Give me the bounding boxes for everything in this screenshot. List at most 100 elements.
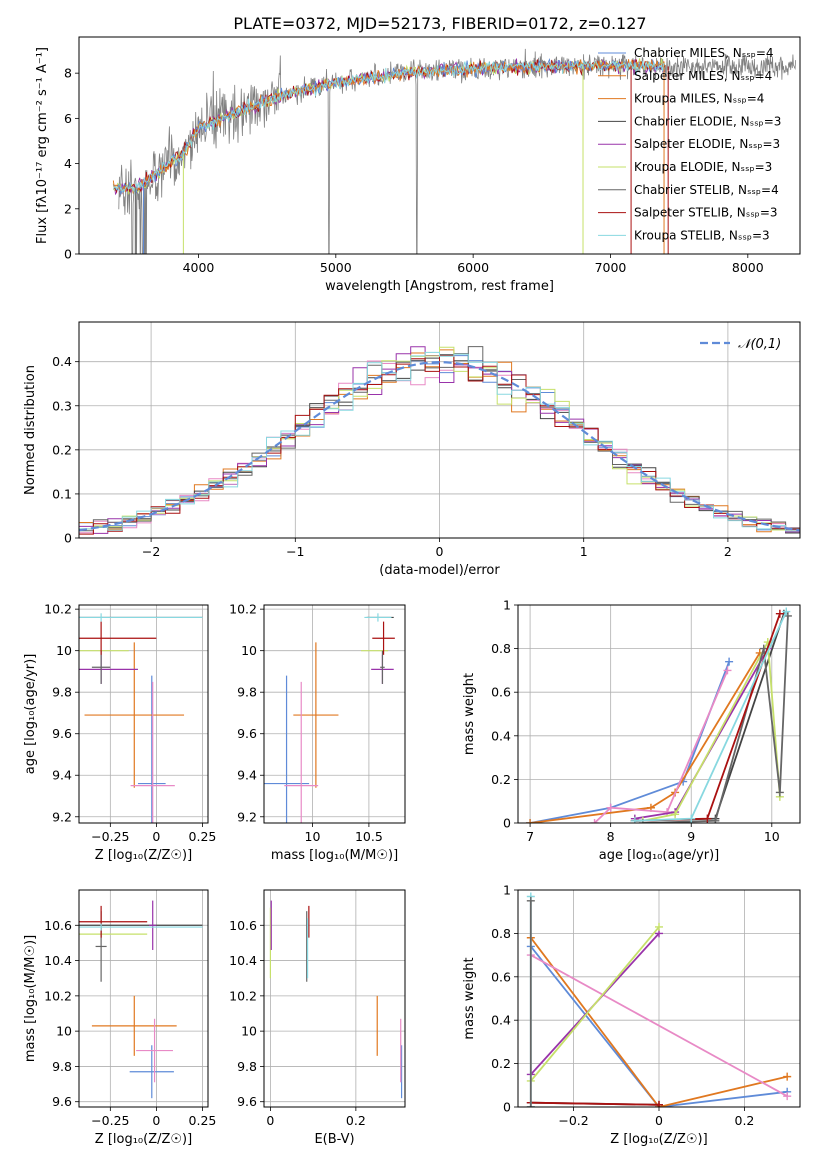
series-line: [530, 945, 788, 1107]
age_vs_Z-ylabel: age [log₁₀(age/yr)]: [23, 654, 38, 775]
y-tick-label: 0.1: [52, 486, 72, 501]
legend-entry: Chabrier STELIB, Nₛₛₚ=4: [634, 183, 779, 197]
series-marker: [711, 816, 720, 823]
series-line: [642, 638, 781, 822]
series-marker: [526, 1103, 535, 1107]
errorbar-point: [136, 1018, 173, 1083]
y-tick-label: 0: [503, 816, 511, 831]
series-line: [530, 1101, 660, 1106]
spectrum-plot-area: [112, 48, 796, 254]
x-tick-label: 1: [580, 544, 588, 559]
y-tick-label: 6: [64, 111, 72, 126]
y-tick-label: 9.6: [52, 1094, 72, 1109]
y-tick-label: 10.2: [44, 988, 72, 1003]
y-tick-label: 0.2: [52, 442, 72, 457]
series-line: [529, 652, 761, 823]
x-tick-label: 0: [655, 1113, 663, 1128]
y-tick-label: 9.6: [237, 726, 257, 741]
series-marker: [775, 609, 784, 618]
spectrum-ylabel: Flux [fλ10⁻¹⁷ erg cm⁻² s⁻¹ A⁻¹]: [35, 47, 50, 244]
errorbar-point: [372, 621, 395, 655]
x-tick-label: 10: [305, 829, 321, 844]
errorbar-point: [91, 650, 111, 684]
residuals-plot-area: [79, 346, 800, 535]
massweight_vs_age-plot-area: [526, 607, 792, 823]
y-tick-label: 4: [64, 156, 72, 171]
y-tick-label: 10: [56, 1024, 72, 1039]
y-tick-label: 10.6: [229, 918, 257, 933]
massweight_vs_age-xlabel: age [log₁₀(age/yr)]: [599, 848, 720, 863]
mass_vs_EBV-axes: 0 0.2 9.6 9.8 10 10.2 10.4 10.6 E(B-V): [229, 889, 406, 1147]
y-tick-label: 10: [241, 1024, 257, 1039]
x-tick-label: 2: [724, 544, 732, 559]
x-tick-label: 0.2: [346, 1113, 366, 1128]
massweight_vs_age-ylabel: mass weight: [462, 673, 477, 755]
mass_vs_EBV-ticks: 0 0.2 9.6 9.8 10 10.2 10.4 10.6: [229, 918, 366, 1128]
series-marker: [590, 819, 599, 823]
y-tick-label: 2: [64, 201, 72, 216]
residual-histogram: [79, 355, 800, 535]
y-tick-label: 1: [503, 883, 511, 898]
mass_vs_Z-frame: [78, 889, 209, 1108]
residuals-axes: −2 −1 0 1 2 0 0.1 0.2 0.3 0.4 (data-model)/error No…: [23, 321, 801, 578]
y-tick-label: 1: [503, 598, 511, 613]
series-marker: [526, 819, 535, 823]
legend-entry: Salpeter ELODIE, Nₛₛₚ=3: [634, 137, 780, 151]
legend-entry: Salpeter STELIB, Nₛₛₚ=3: [634, 206, 778, 220]
y-tick-label: 9.6: [237, 1094, 257, 1109]
y-tick-label: 10.4: [44, 953, 72, 968]
series-line: [634, 611, 788, 822]
x-tick-label: 0: [152, 829, 160, 844]
age_vs_Z-plot-area: [79, 613, 203, 823]
series-line: [593, 670, 729, 823]
x-tick-label: 5000: [320, 260, 352, 275]
x-tick-label: 9: [687, 829, 695, 844]
massweight_vs_Z-grid: [518, 889, 800, 1108]
massweight_vs_Z-ylabel: mass weight: [462, 957, 477, 1039]
y-tick-label: 0: [503, 1100, 511, 1115]
residuals-legend: 𝒩(0,1): [700, 337, 781, 352]
errorbar-point: [380, 650, 385, 684]
age_vs_Z-ticks: −0.25 0 0.25 9.2 9.4 9.6 9.8 10 10.2: [44, 602, 216, 844]
x-tick-label: 8: [607, 829, 615, 844]
mass-weight-series: [638, 638, 784, 823]
series-marker: [759, 644, 768, 653]
massweight_vs_Z-frame: [517, 889, 801, 1108]
y-tick-label: 10.2: [229, 602, 257, 617]
x-tick-label: −0.25: [91, 1113, 129, 1128]
y-tick-label: 9.2: [237, 809, 257, 824]
observed-spectrum: [118, 48, 796, 254]
mass_vs_Z-grid: [79, 890, 208, 1107]
legend-entry: Kroupa STELIB, Nₛₛₚ=3: [634, 228, 770, 242]
errorbar-point: [79, 613, 203, 622]
series-line: [529, 661, 730, 823]
age_vs_mass-ticks: 10 10.5 9.2 9.4 9.6 9.8 10 10.2: [229, 602, 383, 844]
errorbar-point: [79, 621, 157, 655]
series-line: [634, 613, 785, 822]
gaussian-curve: [79, 360, 800, 532]
mass_vs_Z-plot-area: [79, 900, 203, 1099]
mass-weight-series: [526, 896, 535, 1107]
y-tick-label: 10: [241, 643, 257, 658]
y-tick-label: 0.2: [491, 772, 511, 787]
errorbar-point: [137, 675, 166, 823]
age_vs_mass-axes: 10 10.5 9.2 9.4 9.6 9.8 10 10.2 mass [log₁₀(M/M☉…: [229, 602, 406, 863]
y-tick-label: 0.8: [491, 926, 511, 941]
series-marker: [606, 803, 615, 812]
errorbar-point: [79, 923, 203, 931]
y-tick-label: 9.4: [237, 768, 257, 783]
y-tick-label: 8: [64, 66, 72, 81]
x-tick-label: 7000: [595, 260, 627, 275]
legend-entry: Chabrier MILES, Nₛₛₚ=4: [634, 46, 774, 60]
errorbar-point: [364, 613, 392, 622]
mass-weight-series: [526, 922, 663, 1085]
spectrum-ticks: 4000 5000 6000 7000 8000 0 2 4 6 8: [64, 66, 764, 275]
spectrum-xlabel: wavelength [Angstrom, rest frame]: [325, 279, 554, 294]
massweight_vs_Z-plot-area: [526, 892, 792, 1107]
series-line: [530, 937, 788, 1107]
spectrum-legend: Chabrier MILES, Nₛₛₚ=4 Salpeter MILES, Nₛ…: [598, 46, 781, 242]
massweight_vs_age-ticks: 7 8 9 10 0 0.2 0.4 0.6 0.8 1: [491, 598, 780, 845]
y-tick-label: 0.4: [491, 1013, 511, 1028]
errorbar-point: [91, 995, 177, 1056]
model-spectrum-kroupa-stelib: [112, 59, 666, 196]
